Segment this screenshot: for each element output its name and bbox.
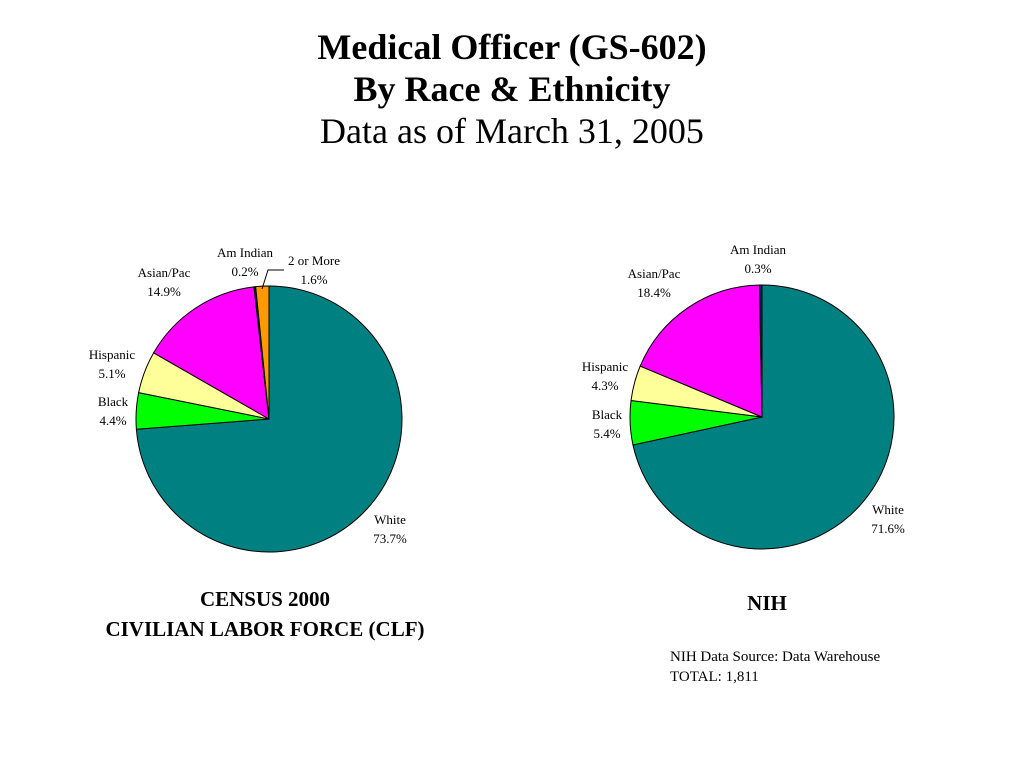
clf-label-hispanic: Hispanic [89, 347, 135, 362]
clf-label-asian-pac: Asian/Pac [138, 265, 191, 280]
nih-value-asian-pac: 18.4% [637, 285, 671, 300]
clf-label-black: Black [98, 394, 129, 409]
clf-label-2-or-more: 2 or More [288, 253, 340, 268]
nih-label-am-indian: Am Indian [730, 242, 786, 257]
clf-value-am-indian: 0.2% [231, 264, 258, 279]
nih-value-am-indian: 0.3% [744, 261, 771, 276]
title-line-2: By Race & Ethnicity [353, 69, 671, 109]
chart-title: Medical Officer (GS-602) By Race & Ethni… [0, 26, 1024, 152]
data-source-note: NIH Data Source: Data Warehouse TOTAL: 1… [670, 647, 880, 687]
nih-label-asian-pac: Asian/Pac [628, 266, 681, 281]
nih-value-hispanic: 4.3% [591, 378, 618, 393]
clf-label-am-indian: Am Indian [217, 245, 273, 260]
nih-label-white: White [872, 502, 904, 517]
title-line-3: Data as of March 31, 2005 [320, 111, 704, 151]
clf-slice-asian-pac [152, 286, 270, 420]
total-line: TOTAL: 1,811 [670, 669, 759, 685]
nih-label-hispanic: Hispanic [582, 359, 628, 374]
clf-label-white: White [374, 512, 406, 527]
title-line-1: Medical Officer (GS-602) [317, 27, 707, 67]
clf-value-black: 4.4% [99, 413, 126, 428]
clf-caption: CENSUS 2000 CIVILIAN LABOR FORCE (CLF) [60, 584, 470, 644]
nih-value-white: 71.6% [871, 521, 905, 536]
clf-value-white: 73.7% [373, 531, 407, 546]
clf-caption-line-2: CIVILIAN LABOR FORCE (CLF) [105, 617, 425, 641]
nih-caption: NIH [747, 591, 787, 615]
clf-caption-line-1: CENSUS 2000 [199, 587, 331, 611]
clf-value-asian-pac: 14.9% [147, 284, 181, 299]
nih-value-black: 5.4% [593, 426, 620, 441]
clf-leader-2-or-more [261, 269, 284, 290]
nih-slice-asian-pac [639, 284, 763, 418]
data-source-line: NIH Data Source: Data Warehouse [670, 649, 881, 665]
clf-value-hispanic: 5.1% [98, 366, 125, 381]
nih-slice-white [632, 284, 895, 550]
clf-value-2-or-more: 1.6% [300, 272, 327, 287]
clf-slice-2-or-more [255, 285, 270, 420]
nih-slice-am-indian [759, 284, 763, 418]
nih-label-black: Black [592, 407, 623, 422]
